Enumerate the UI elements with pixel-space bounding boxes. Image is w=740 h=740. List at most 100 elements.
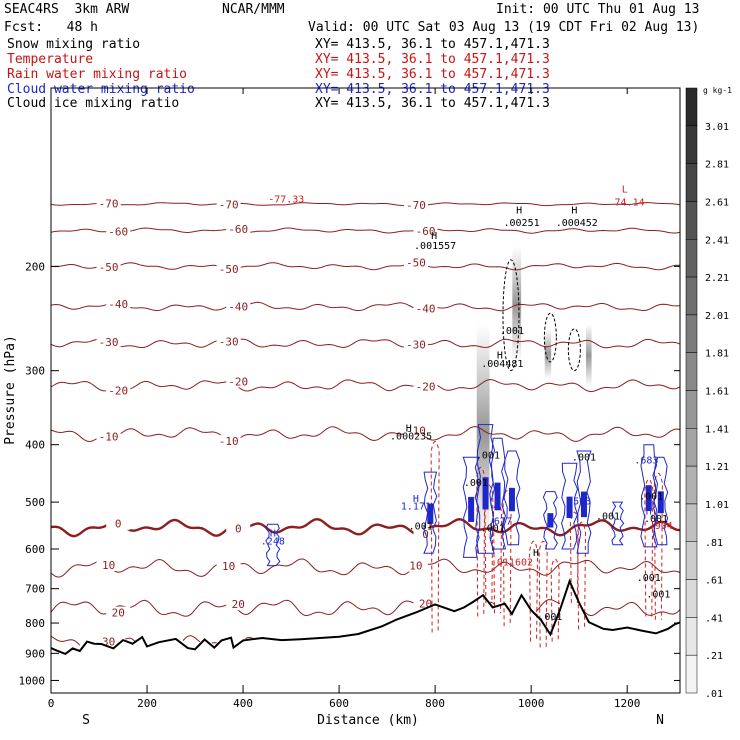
isotherm-label-bg (96, 335, 121, 348)
snow-contour (567, 328, 581, 372)
isotherm-label: -70 (99, 197, 119, 210)
isotherm-line (50, 517, 681, 538)
snow-shading-column (585, 323, 592, 388)
isotherm-label: -70 (219, 199, 239, 212)
field-cloud-water-xy: XY= 413.5, 36.1 to 457.1,471.3 (315, 82, 550, 97)
extreme-label: H (497, 350, 503, 361)
extreme-label: .000452 (556, 218, 598, 229)
isotherm-label-bg (413, 380, 438, 393)
terrain-surface (50, 578, 681, 656)
isotherm-label: -50 (219, 263, 239, 276)
cloud-water-core (657, 491, 664, 514)
isotherm-label: -50 (99, 261, 119, 274)
extreme-labels: -77.33L74.14H.001557H.00251H.000452.001H… (261, 184, 673, 622)
isotherm-label-bg (216, 559, 241, 572)
terrain-line (50, 578, 681, 656)
isotherm-label-bg (216, 198, 241, 211)
cloud-water-contour (488, 437, 507, 550)
snow-contour (502, 259, 520, 372)
extreme-label: .001 (409, 521, 433, 532)
rain-contour (476, 466, 486, 617)
model-title: SEAC4RS 3km ARW (4, 2, 130, 17)
isotherm-line (50, 558, 681, 578)
cloud-water-core (547, 513, 554, 528)
extreme-label: .001 (639, 492, 663, 503)
isotherm-line (50, 426, 681, 443)
isotherm-label-bg (96, 197, 121, 210)
isotherm-label: -40 (416, 303, 436, 316)
extreme-label: .004481 (481, 359, 523, 370)
colorbar-segment (685, 617, 698, 656)
colorbar-segment (685, 276, 698, 316)
colorbar-segment (685, 314, 698, 353)
cloud-water-core (645, 485, 652, 511)
extreme-label: .001 (572, 452, 596, 463)
isotherm-label-bg (403, 198, 428, 211)
rain-contour (644, 478, 654, 617)
extreme-label: .248 (261, 536, 285, 547)
field-cloud-water: Cloud water mixing ratio (7, 82, 195, 97)
colorbar-tick-label: 2.81 (705, 160, 729, 171)
isotherm-label: 10 (222, 560, 235, 573)
y-tick-label: 300 (25, 365, 45, 378)
colorbar-segment (685, 503, 698, 542)
isotherm-label-bg (403, 559, 428, 572)
isotherm-label-bg (106, 606, 131, 619)
rain-contour (430, 440, 440, 633)
isotherm-lines: -70 -70 -70 -60 -60 -60 -50 -50 -50 -40 -40 -40 -30 -… (50, 197, 681, 648)
extreme-label: .001 (538, 612, 562, 623)
isotherm-label: -10 (99, 430, 119, 443)
south-label: S (82, 713, 90, 728)
isotherm-label: 20 (232, 598, 245, 611)
colorbar-segment (685, 465, 698, 505)
isotherm-label: 10 (409, 560, 422, 573)
isotherm-line (50, 202, 681, 207)
colorbar-segment (685, 201, 698, 240)
isotherm-label-bg (403, 338, 428, 351)
isotherm-label-bg (106, 384, 131, 397)
cloud-water-core (427, 503, 434, 524)
colorbar-segment (685, 654, 698, 694)
extreme-label: H (413, 494, 419, 505)
cloud-water-contour (611, 501, 625, 546)
field-rain: Rain water mixing ratio (7, 67, 188, 82)
extreme-label: .001 (476, 450, 500, 461)
cloud-water-contour (561, 462, 579, 550)
rain-contour (569, 511, 579, 603)
isotherm-label-bg (216, 335, 241, 348)
isotherm-label-bg (413, 225, 438, 238)
isotherm-label: -40 (108, 298, 128, 311)
extreme-label: H (571, 206, 577, 217)
rain-contour (577, 521, 587, 630)
isotherm-label: -30 (99, 336, 119, 349)
snow-contours (502, 259, 581, 372)
cloud-water-contour (423, 471, 438, 554)
isotherm-label-bg (106, 517, 131, 530)
isotherm-label-bg (226, 598, 251, 611)
isotherm-label: 0 (115, 518, 122, 531)
colorbar-tick-label: .81 (705, 538, 723, 549)
snow-shading-column (544, 328, 552, 380)
extreme-label: H (431, 231, 437, 242)
extreme-label: .677 (488, 516, 512, 527)
north-label: N (656, 713, 664, 728)
extreme-label: .904 (649, 521, 673, 532)
colorbar-tick-label: 2.61 (705, 197, 729, 208)
field-temperature-xy: XY= 413.5, 36.1 to 457.1,471.3 (315, 52, 550, 67)
x-tick-label: 200 (137, 697, 157, 710)
field-cloud-ice-xy: XY= 413.5, 36.1 to 457.1,471.3 (315, 96, 550, 111)
cloud-water-contour (576, 450, 592, 554)
isotherm-label-bg (226, 375, 251, 388)
extreme-label: .011602 (491, 558, 533, 569)
x-tick-label: 1000 (518, 697, 545, 710)
cloud-water-contour (462, 456, 480, 558)
cloud-water-core (482, 477, 489, 510)
colorbar-segment (685, 87, 698, 127)
field-cloud-ice: Cloud ice mixing ratio (7, 96, 180, 111)
cloud-water-contours (265, 424, 669, 567)
isotherm-line (50, 338, 681, 349)
isotherm-label-bg (96, 261, 121, 274)
isotherm-label-bg (226, 300, 251, 313)
cloud-water-core (580, 491, 587, 518)
cloud-water-core (494, 482, 501, 511)
